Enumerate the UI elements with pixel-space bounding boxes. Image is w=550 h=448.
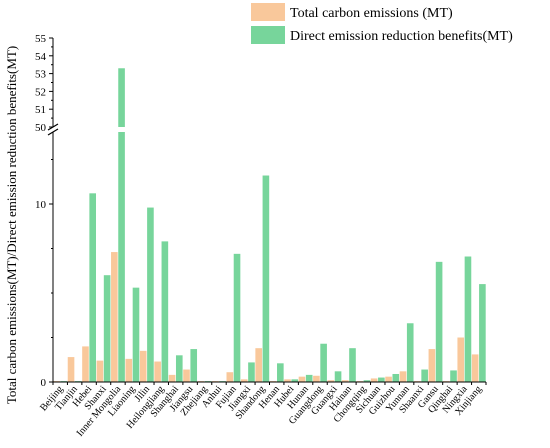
y-tick-label-52: 52 (35, 86, 46, 98)
bar-total-carbon-16 (284, 379, 291, 382)
bar-total-carbon-14 (255, 348, 262, 382)
bar-total-carbon-20 (341, 380, 349, 382)
axis-break-mark-0 (47, 128, 59, 136)
bar-total-carbon-8 (168, 374, 176, 382)
bar-direct-reduction-18 (320, 343, 327, 382)
bar-direct-reduction-4-upper (118, 68, 125, 127)
bar-direct-reduction-26 (435, 261, 443, 382)
bar-direct-reduction-28 (464, 256, 472, 382)
y-tick-label-10: 10 (35, 199, 47, 211)
legend-swatch-direct-reduction (251, 26, 285, 44)
axes-group (47, 37, 487, 385)
bar-direct-reduction-13 (248, 362, 255, 382)
bar-total-carbon-17 (298, 376, 306, 382)
bar-direct-reduction-16 (291, 379, 299, 382)
legend-label-direct-reduction: Direct emission reduction benefits(MT) (290, 29, 513, 44)
bar-total-carbon-6 (139, 350, 147, 382)
bar-total-carbon-9 (183, 369, 190, 382)
bar-direct-reduction-5 (132, 287, 140, 382)
bar-total-carbon-3 (96, 360, 104, 382)
bar-direct-reduction-14 (262, 175, 270, 382)
bar-total-carbon-12 (226, 372, 234, 382)
y-tick-label-54: 54 (35, 51, 47, 63)
bar-total-carbon-29 (471, 354, 479, 382)
y-tick-label-51: 51 (35, 104, 46, 116)
bar-total-carbon-28 (457, 337, 465, 382)
bar-total-carbon-26 (428, 349, 436, 382)
bar-direct-reduction-7 (161, 241, 169, 382)
legend: Total carbon emissions (MT) Direct emiss… (251, 3, 513, 44)
bar-direct-reduction-19 (334, 371, 342, 382)
bar-direct-reduction-25 (421, 369, 428, 382)
bar-total-carbon-13 (240, 379, 248, 382)
bar-total-carbon-18 (313, 375, 320, 382)
bar-total-carbon-19 (327, 380, 335, 382)
bar-total-carbon-1 (67, 357, 75, 382)
bar-direct-reduction-3 (103, 275, 111, 382)
bar-direct-reduction-17 (305, 374, 313, 382)
bar-total-carbon-5 (125, 358, 133, 382)
legend-label-total-carbon: Total carbon emissions (MT) (290, 6, 453, 21)
bar-total-carbon-22 (370, 378, 378, 382)
y-tick-label-50: 50 (35, 122, 47, 134)
bar-direct-reduction-8 (175, 355, 183, 382)
bar-direct-reduction-15 (277, 363, 284, 382)
bar-total-carbon-23 (385, 376, 392, 382)
bar-direct-reduction-29 (479, 284, 486, 382)
bar-direct-reduction-22 (378, 377, 385, 382)
bar-total-carbon-7 (154, 361, 161, 382)
bar-direct-reduction-20 (349, 348, 356, 382)
bars-group (53, 68, 486, 382)
bar-direct-reduction-9 (190, 349, 198, 382)
bar-direct-reduction-23 (392, 373, 400, 382)
bar-direct-reduction-24 (406, 323, 414, 382)
legend-swatch-total-carbon (251, 3, 285, 21)
bar-total-carbon-2 (82, 346, 89, 382)
bar-direct-reduction-6 (147, 207, 154, 382)
bar-direct-reduction-27 (450, 370, 457, 382)
y-tick-label-53: 53 (35, 69, 47, 81)
bar-direct-reduction-4-lower (118, 132, 125, 382)
y-tick-label-55: 55 (35, 33, 47, 45)
bar-total-carbon-4 (111, 252, 118, 382)
bar-direct-reduction-2 (89, 193, 96, 382)
y-axis-title: Total carbon emissions(MT)/Direct emissi… (4, 46, 19, 404)
bar-total-carbon-24 (399, 371, 407, 382)
y-tick-label-0: 0 (41, 377, 47, 389)
bar-direct-reduction-21 (363, 380, 371, 382)
bar-direct-reduction-12 (233, 253, 241, 382)
